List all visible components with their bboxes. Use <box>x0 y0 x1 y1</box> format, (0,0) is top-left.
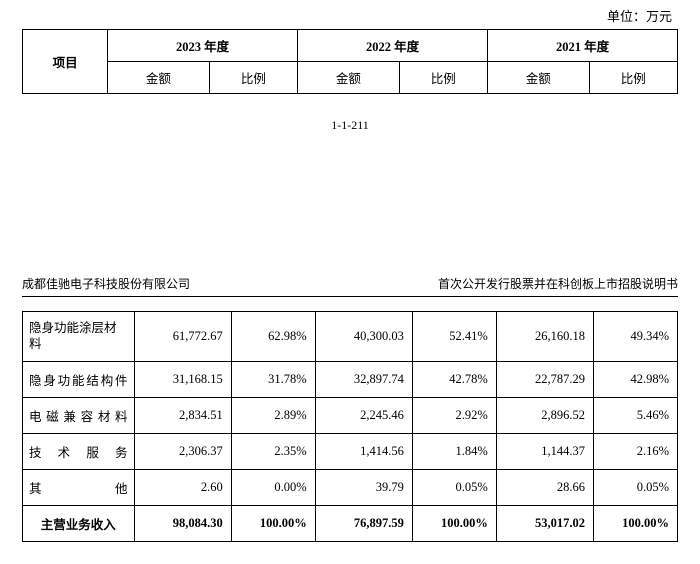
cell-amount: 39.79 <box>315 469 412 505</box>
cell-pct: 62.98% <box>231 312 315 362</box>
cell-amount: 26,160.18 <box>496 312 593 362</box>
cell-amount: 22,787.29 <box>496 361 593 397</box>
header-sub-amt: 金额 <box>298 62 400 94</box>
cell-amount: 98,084.30 <box>134 505 231 541</box>
cell-pct: 42.98% <box>593 361 677 397</box>
unit-label: 单位：万元 <box>22 0 678 29</box>
header-sub-amt: 金额 <box>488 62 590 94</box>
cell-pct: 2.89% <box>231 397 315 433</box>
header-year-2023: 2023 年度 <box>108 30 298 62</box>
row-label: 电磁兼容材料 <box>23 397 135 433</box>
cell-pct: 0.05% <box>593 469 677 505</box>
cell-amount: 32,897.74 <box>315 361 412 397</box>
row-label: 隐身功能结构件 <box>23 361 135 397</box>
header-row-subs: 金额 比例 金额 比例 金额 比例 <box>23 62 678 94</box>
cell-pct: 1.84% <box>412 433 496 469</box>
cell-pct: 42.78% <box>412 361 496 397</box>
header-year-2022: 2022 年度 <box>298 30 488 62</box>
cell-pct: 31.78% <box>231 361 315 397</box>
header-sub-pct: 比例 <box>589 62 677 94</box>
row-label: 其他 <box>23 469 135 505</box>
cell-pct: 2.92% <box>412 397 496 433</box>
cell-amount: 53,017.02 <box>496 505 593 541</box>
cell-amount: 28.66 <box>496 469 593 505</box>
table-row: 其他2.600.00%39.790.05%28.660.05% <box>23 469 678 505</box>
cell-amount: 31,168.15 <box>134 361 231 397</box>
cell-pct: 52.41% <box>412 312 496 362</box>
header-table: 项目 2023 年度 2022 年度 2021 年度 金额 比例 金额 比例 金… <box>22 29 678 94</box>
cell-pct: 100.00% <box>412 505 496 541</box>
cell-pct: 0.05% <box>412 469 496 505</box>
table-row: 隐身功能结构件31,168.1531.78%32,897.7442.78%22,… <box>23 361 678 397</box>
table-row: 电磁兼容材料2,834.512.89%2,245.462.92%2,896.52… <box>23 397 678 433</box>
cell-pct: 0.00% <box>231 469 315 505</box>
cell-amount: 2,896.52 <box>496 397 593 433</box>
cell-amount: 1,414.56 <box>315 433 412 469</box>
header-sub-pct: 比例 <box>209 62 297 94</box>
page-gap <box>0 133 700 273</box>
cell-amount: 1,144.37 <box>496 433 593 469</box>
cell-pct: 2.16% <box>593 433 677 469</box>
cell-pct: 5.46% <box>593 397 677 433</box>
cell-pct: 100.00% <box>231 505 315 541</box>
cell-amount: 76,897.59 <box>315 505 412 541</box>
header-sub-pct: 比例 <box>399 62 487 94</box>
company-name: 成都佳驰电子科技股份有限公司 <box>22 275 190 292</box>
header-sub-amt: 金额 <box>108 62 210 94</box>
total-row: 主营业务收入98,084.30100.00%76,897.59100.00%53… <box>23 505 678 541</box>
cell-amount: 2,306.37 <box>134 433 231 469</box>
table-row: 隐身功能涂层材料61,772.6762.98%40,300.0352.41%26… <box>23 312 678 362</box>
table-row: 技术服务2,306.372.35%1,414.561.84%1,144.372.… <box>23 433 678 469</box>
doc-title: 首次公开发行股票并在科创板上市招股说明书 <box>438 275 678 292</box>
cell-amount: 2,834.51 <box>134 397 231 433</box>
row-label: 主营业务收入 <box>23 505 135 541</box>
header-row-years: 项目 2023 年度 2022 年度 2021 年度 <box>23 30 678 62</box>
cell-amount: 61,772.67 <box>134 312 231 362</box>
data-table: 隐身功能涂层材料61,772.6762.98%40,300.0352.41%26… <box>22 311 678 542</box>
header-project: 项目 <box>23 30 108 94</box>
cell-amount: 40,300.03 <box>315 312 412 362</box>
cell-pct: 100.00% <box>593 505 677 541</box>
page-number: 1-1-211 <box>22 94 678 133</box>
cell-amount: 2,245.46 <box>315 397 412 433</box>
cell-amount: 2.60 <box>134 469 231 505</box>
row-label: 隐身功能涂层材料 <box>23 312 135 362</box>
doc-running-header: 成都佳驰电子科技股份有限公司 首次公开发行股票并在科创板上市招股说明书 <box>22 273 678 297</box>
cell-pct: 2.35% <box>231 433 315 469</box>
row-label: 技术服务 <box>23 433 135 469</box>
header-year-2021: 2021 年度 <box>488 30 678 62</box>
cell-pct: 49.34% <box>593 312 677 362</box>
